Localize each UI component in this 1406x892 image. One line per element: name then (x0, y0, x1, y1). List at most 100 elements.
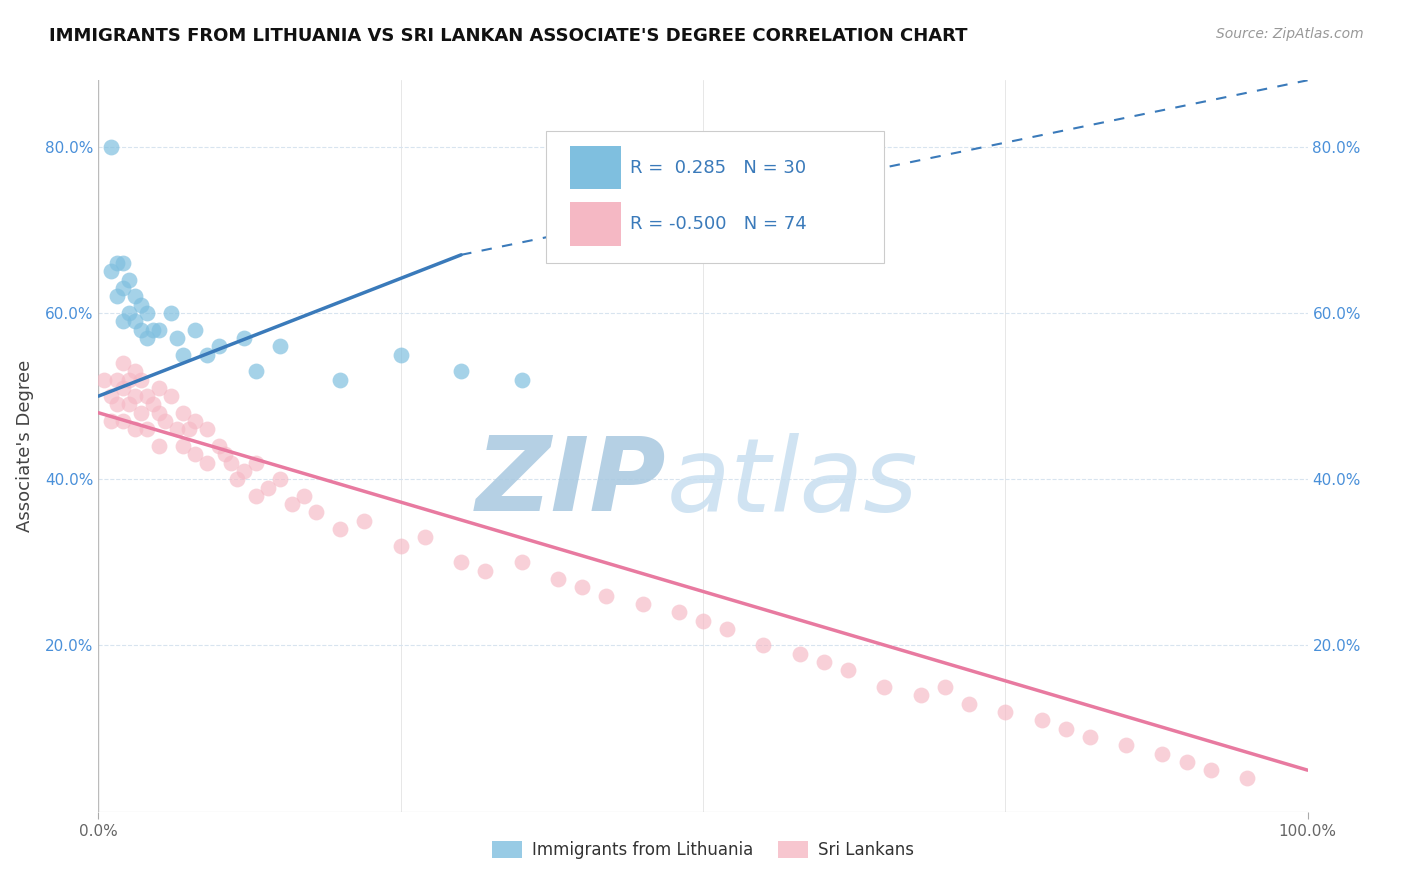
Point (957, 697, 980, 711)
Point (135, 331, 157, 345)
Point (245, 456, 267, 470)
Point (142, 323, 165, 337)
Point (692, 614, 714, 628)
Point (172, 347, 194, 362)
Point (100, 389, 122, 403)
Point (124, 314, 146, 328)
Point (474, 564, 496, 578)
Point (184, 414, 207, 428)
Point (595, 589, 617, 603)
Point (129, 323, 152, 337)
Point (837, 664, 859, 678)
Point (111, 356, 134, 370)
Point (184, 447, 207, 461)
Point (124, 289, 146, 303)
Point (195, 456, 218, 470)
Point (1078, 730, 1101, 744)
Point (160, 389, 183, 403)
FancyBboxPatch shape (569, 202, 621, 245)
Text: ZIP: ZIP (477, 432, 666, 533)
Point (148, 323, 170, 337)
Point (226, 472, 249, 486)
Text: R = -0.500   N = 74: R = -0.500 N = 74 (630, 215, 807, 233)
Point (129, 406, 152, 420)
Point (934, 680, 956, 694)
Point (179, 422, 201, 436)
Point (1054, 722, 1077, 736)
Point (245, 489, 267, 503)
Point (118, 273, 141, 287)
Point (571, 580, 593, 594)
Point (1031, 714, 1053, 728)
Point (281, 497, 304, 511)
Point (100, 264, 122, 278)
Point (135, 422, 157, 436)
Point (510, 555, 533, 569)
Point (135, 389, 157, 403)
FancyBboxPatch shape (569, 145, 621, 189)
Point (153, 414, 176, 428)
Point (100, 414, 122, 428)
Point (172, 439, 194, 453)
Point (305, 506, 328, 520)
Point (105, 397, 128, 411)
Point (789, 647, 811, 661)
Point (105, 289, 128, 303)
Y-axis label: Associate's Degree: Associate's Degree (15, 359, 34, 533)
Point (184, 323, 207, 337)
Point (124, 422, 146, 436)
Point (1236, 772, 1258, 786)
Point (813, 655, 835, 669)
Point (105, 256, 128, 270)
Point (111, 256, 134, 270)
Point (142, 397, 165, 411)
Point (1199, 763, 1222, 777)
Point (547, 572, 569, 586)
Point (111, 414, 134, 428)
Point (221, 456, 243, 470)
Point (232, 331, 254, 345)
Point (160, 306, 183, 320)
Point (329, 372, 352, 386)
Point (93, 372, 115, 386)
Point (413, 530, 436, 544)
Text: atlas: atlas (666, 433, 918, 533)
Point (668, 605, 690, 619)
Point (166, 331, 188, 345)
Point (873, 680, 896, 694)
Text: IMMIGRANTS FROM LITHUANIA VS SRI LANKAN ASSOCIATE'S DEGREE CORRELATION CHART: IMMIGRANTS FROM LITHUANIA VS SRI LANKAN … (49, 27, 967, 45)
Point (269, 339, 291, 353)
Point (450, 364, 472, 378)
Point (353, 514, 375, 528)
Point (148, 381, 170, 395)
Point (716, 622, 738, 636)
Point (166, 422, 188, 436)
Point (129, 372, 152, 386)
Point (172, 406, 194, 420)
Point (292, 489, 315, 503)
Point (148, 439, 170, 453)
Point (450, 555, 472, 569)
Point (208, 439, 231, 453)
Point (389, 347, 412, 362)
Point (195, 422, 218, 436)
Point (1115, 738, 1137, 752)
Point (269, 472, 291, 486)
Point (148, 406, 170, 420)
Point (111, 314, 134, 328)
Point (232, 464, 254, 478)
Point (510, 372, 533, 386)
Point (118, 306, 141, 320)
Point (256, 481, 278, 495)
Point (129, 298, 152, 312)
Point (118, 397, 141, 411)
Point (245, 364, 267, 378)
Point (214, 447, 236, 461)
FancyBboxPatch shape (546, 131, 884, 263)
Point (100, 140, 122, 154)
Point (1175, 755, 1198, 769)
Point (752, 639, 775, 653)
Point (111, 281, 134, 295)
Point (329, 522, 352, 536)
Legend: Immigrants from Lithuania, Sri Lankans: Immigrants from Lithuania, Sri Lankans (485, 834, 921, 865)
